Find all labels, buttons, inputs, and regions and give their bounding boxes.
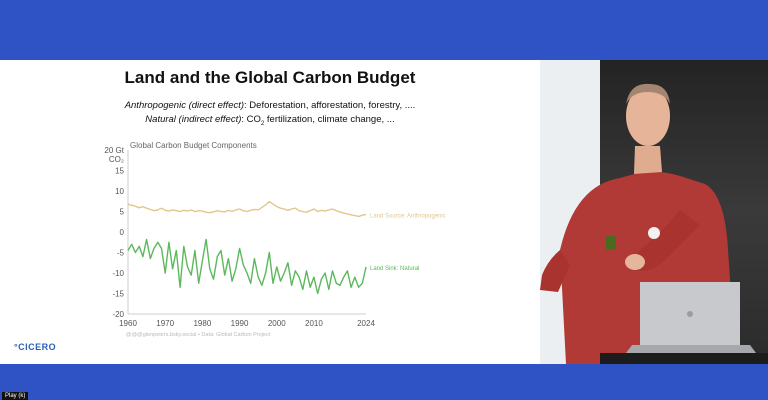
y-tick-label: 15 [115,167,124,176]
slide-subtitle-line-2: Natural (indirect effect): CO2 fertiliza… [0,114,540,127]
y-tick-label: 10 [115,187,124,196]
anthropogenic-label: Anthropogenic (direct effect) [124,100,245,111]
y-tick-label: -10 [112,269,124,278]
y-axis-label-line-2: CO₂ [109,155,124,164]
chart-title: Global Carbon Budget Components [130,141,257,150]
bottom-band [0,364,768,400]
y-tick-label: -15 [112,290,124,299]
x-tick-label: 1980 [193,319,211,328]
x-tick-label: 2024 [357,319,375,328]
carbon-budget-chart: Global Carbon Budget Components 20 Gt CO… [104,141,446,328]
speaker-video-feed [540,60,768,364]
x-tick-label: 1990 [231,319,249,328]
anthropogenic-text: : Deforestation, afforestation, forestry… [244,100,416,111]
y-tick-label: -5 [117,249,125,258]
x-tick-label: 2010 [305,319,323,328]
natural-text-before: : CO [241,114,261,125]
x-tick-label: 1970 [156,319,174,328]
cicero-logo: °CICERO [14,342,57,352]
natural-text-after: fertilization, climate change, ... [264,114,395,125]
presentation-slide: Land and the Global Carbon Budget Anthro… [0,60,540,364]
series-label: Land Source: Anthropogenic [370,213,446,219]
speaker-figure-icon [540,83,768,364]
top-band [0,0,768,60]
x-tick-label: 1960 [119,319,137,328]
y-tick-label: -20 [112,310,124,319]
slide-title: Land and the Global Carbon Budget [124,68,416,87]
chart-series-labels: Land Source: Anthropogenic Land Sink: Nat… [370,213,446,271]
chart-series [127,201,367,295]
series-label: Land Sink: Natural [370,266,419,272]
y-tick-label: 5 [120,208,125,217]
x-tick-label: 2000 [268,319,286,328]
y-axis-label-line-1: 20 Gt [104,146,124,155]
slide-subtitle-line-1: Anthropogenic (direct effect): Deforesta… [0,100,540,111]
data-credit: @@@glenpeters.bsky.social • Data: Global… [126,332,271,338]
y-tick-label: 0 [120,228,125,237]
natural-label: Natural (indirect effect) [145,114,242,125]
series-line-land-sink-natural [127,238,367,295]
co2-subscript: 2 [260,120,265,127]
speaker-name-chip: Play (k) [2,392,29,400]
series-line-land-source-anthropogenic [127,201,367,218]
